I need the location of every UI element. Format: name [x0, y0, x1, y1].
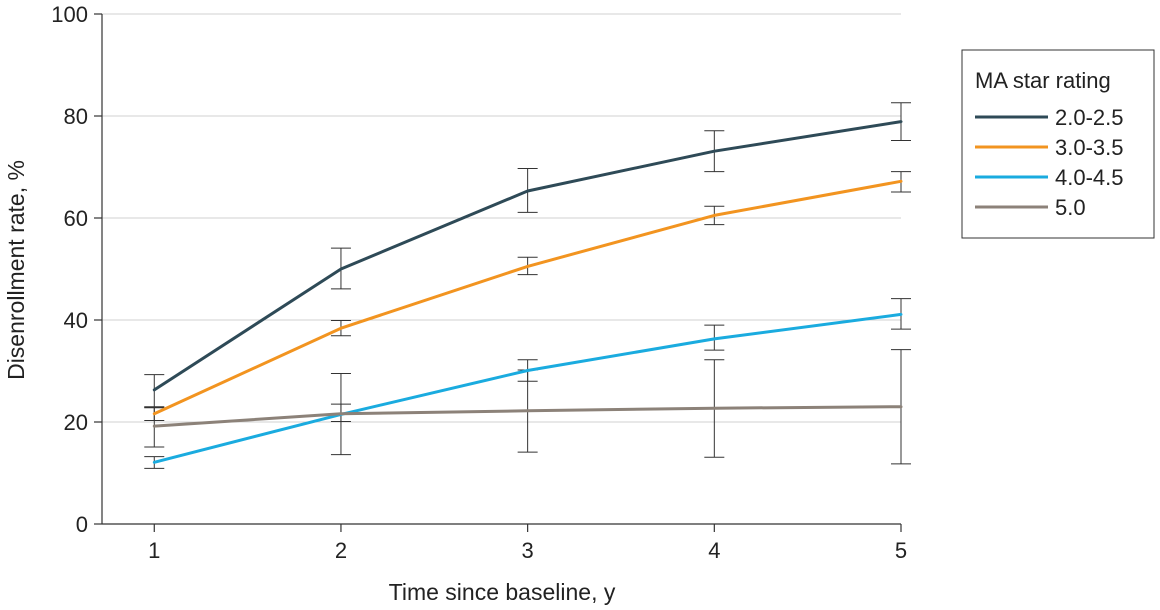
legend-label-4.0-4.5: 4.0-4.5: [1055, 165, 1124, 190]
x-tick-label-2: 2: [335, 538, 347, 563]
gridlines: [102, 13, 901, 423]
y-tick-label-20: 20: [64, 410, 88, 435]
error-bars: [144, 102, 911, 469]
y-tick-label-80: 80: [64, 104, 88, 129]
x-tick-label-1: 1: [148, 538, 160, 563]
data-series: [152, 120, 903, 464]
x-tick-label-3: 3: [522, 538, 534, 563]
y-axis-label: Disenrollment rate, %: [3, 160, 29, 380]
series-line-2.0-2.5: [152, 120, 903, 392]
series-line-5.0: [152, 405, 903, 428]
legend-title: MA star rating: [975, 68, 1111, 93]
y-tick-label-0: 0: [76, 512, 88, 537]
y-tick-label-40: 40: [64, 308, 88, 333]
axes: 0 20 40 60 80 100 1 2 3 4 5: [51, 2, 907, 563]
x-axis-label: Time since baseline, y: [389, 579, 616, 605]
series-line-3.0-3.5: [152, 179, 903, 416]
legend-label-2.0-2.5: 2.0-2.5: [1055, 105, 1124, 130]
x-tick-label-5: 5: [895, 538, 907, 563]
x-tick-label-4: 4: [708, 538, 720, 563]
legend: MA star rating 2.0-2.5 3.0-3.5 4.0-4.5 5.0: [961, 49, 1155, 239]
series-line-4.0-4.5: [152, 312, 903, 464]
legend-label-5.0: 5.0: [1055, 195, 1086, 220]
y-tick-label-100: 100: [51, 2, 88, 27]
y-tick-label-60: 60: [64, 206, 88, 231]
legend-label-3.0-3.5: 3.0-3.5: [1055, 135, 1124, 160]
